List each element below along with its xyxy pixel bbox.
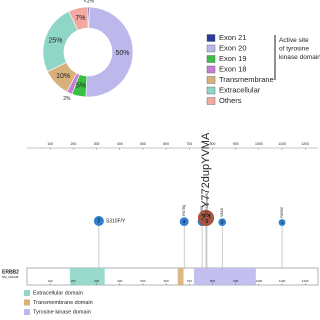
gene-name: ERBB2 xyxy=(2,269,19,275)
legend-swatch xyxy=(206,76,216,84)
x-tick-label: 1100 xyxy=(278,142,286,146)
legend-label: Exon 18 xyxy=(219,64,247,73)
bar-tick-label: 300 xyxy=(94,279,99,283)
mutation-dot xyxy=(202,216,212,226)
x-tick-label: 700 xyxy=(186,142,192,146)
legend-label: Exon 19 xyxy=(219,54,247,63)
slice-label: 50% xyxy=(115,50,129,57)
legend-swatch xyxy=(24,290,30,296)
mutation-label: G776delinsVC xyxy=(205,192,209,215)
mutation-dot xyxy=(93,215,104,227)
pie-slice xyxy=(85,6,134,98)
mutation-label: Y772dupYVMA xyxy=(200,132,212,208)
pie-slice xyxy=(68,6,89,31)
legend-swatch xyxy=(24,309,30,315)
legend-label: Exon 20 xyxy=(219,43,247,52)
count-label: 4 xyxy=(183,219,186,225)
slice-label: 7% xyxy=(75,15,85,22)
legend-swatch xyxy=(206,55,216,63)
bar-tick-label: 1100 xyxy=(279,279,286,283)
bar-tick-label: 700 xyxy=(187,279,192,283)
x-tick-label: 500 xyxy=(140,142,146,146)
count-label: 1 xyxy=(281,221,283,225)
slice-label: <1% xyxy=(84,0,95,4)
legend-swatch xyxy=(206,97,216,105)
slice-label: 5% xyxy=(76,83,86,90)
mutation-dot xyxy=(218,218,227,226)
bar-tick-label: 500 xyxy=(140,279,145,283)
bar-tick-label: 200 xyxy=(71,279,76,283)
mutation-label: S310F/Y xyxy=(106,218,126,224)
legend-label: Tyrosine kinase domain xyxy=(33,309,91,315)
count-label: 5 xyxy=(206,219,209,225)
legend-label: Exon 21 xyxy=(219,33,247,42)
legend-swatch xyxy=(24,299,30,306)
legend-swatch xyxy=(206,34,216,42)
x-tick-label: 1200 xyxy=(301,142,309,146)
slice-label: 10% xyxy=(56,73,70,80)
slice-label: 2% xyxy=(63,96,71,102)
mutation-label: V842I xyxy=(220,208,224,217)
count-label: 7 xyxy=(97,219,100,225)
bar-tick-label: 100 xyxy=(48,279,53,283)
mutation-label: L755S xyxy=(200,205,204,216)
mutation-label: R678Q xyxy=(182,204,186,215)
x-tick-label: 100 xyxy=(47,142,53,146)
domain xyxy=(69,268,105,285)
domain xyxy=(193,268,256,285)
slice-label: 25% xyxy=(48,37,62,44)
bar-tick-label: 1000 xyxy=(256,279,263,283)
legend-label: Extracellular domain xyxy=(33,290,83,296)
legend-label: Extracellular xyxy=(219,85,261,94)
x-tick-label: 200 xyxy=(70,142,76,146)
domain xyxy=(177,268,184,285)
x-tick-label: 300 xyxy=(94,142,100,146)
bar-tick-label: 900 xyxy=(233,279,238,283)
legend-swatch xyxy=(206,44,216,53)
legend-swatch xyxy=(206,86,216,95)
mutation-label: R896C xyxy=(280,206,284,217)
legend-swatch xyxy=(206,65,216,74)
legend-label: Transmembrane xyxy=(219,75,274,84)
x-tick-label: 900 xyxy=(233,142,239,146)
annotation: Active site of tyrosine kinase domain xyxy=(279,37,320,61)
bar-tick-label: 400 xyxy=(117,279,122,283)
mutation-dot xyxy=(179,217,189,227)
legend-label: Transmembrane domain xyxy=(33,300,93,306)
mutation-dot xyxy=(278,219,286,226)
transcript: NM_004448 xyxy=(2,275,19,279)
x-tick-label: 400 xyxy=(117,142,123,146)
x-tick-label: 1000 xyxy=(255,142,263,146)
x-tick-label: 600 xyxy=(163,142,169,146)
bar-tick-label: 1200 xyxy=(302,279,309,283)
legend-label: Others xyxy=(219,96,242,105)
bar-tick-label: 800 xyxy=(210,279,215,283)
x-tick-label: 800 xyxy=(210,142,216,146)
bar-tick-label: 600 xyxy=(164,279,169,283)
count-label: 2 xyxy=(221,220,224,225)
